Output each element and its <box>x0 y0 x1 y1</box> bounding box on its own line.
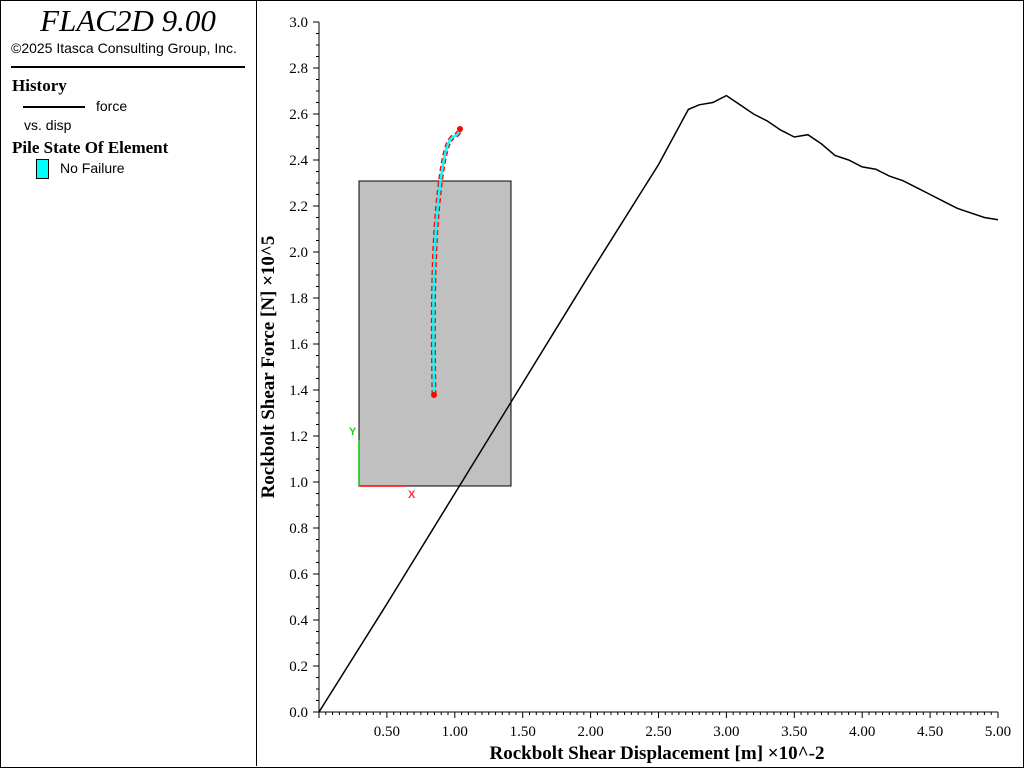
pile-state-label: No Failure <box>60 160 125 176</box>
y-tick-label: 3.0 <box>289 15 308 31</box>
history-line-swatch <box>23 106 85 108</box>
y-tick-label: 1.0 <box>289 475 308 491</box>
inset-pile-top-node <box>457 126 463 132</box>
x-tick-label: 4.00 <box>849 724 875 740</box>
y-tick-label: 0.4 <box>289 613 308 629</box>
x-tick-label: 4.50 <box>917 724 943 740</box>
inset-pile-end-node <box>431 392 437 398</box>
x-tick-label: 3.50 <box>781 724 807 740</box>
copyright-text: ©2025 Itasca Consulting Group, Inc. <box>11 40 237 56</box>
y-tick-label: 1.4 <box>289 383 308 399</box>
y-tick-label: 2.6 <box>289 107 308 123</box>
history-heading: History <box>12 76 67 95</box>
x-axis-label: Rockbolt Shear Displacement [m] ×10^-2 <box>490 743 825 764</box>
x-tick-label: 5.00 <box>985 724 1011 740</box>
y-tick-label: 0.6 <box>289 567 308 583</box>
y-axis-label: Rockbolt Shear Force [N] ×10^5 <box>258 236 279 499</box>
pile-state-swatch <box>36 159 49 179</box>
y-tick-label: 1.2 <box>289 429 308 445</box>
app-title: FLAC2D 9.00 <box>40 3 216 38</box>
x-tick-label: 0.50 <box>374 724 400 740</box>
inset-y-label: Y <box>349 426 357 438</box>
x-tick-label: 3.00 <box>713 724 739 740</box>
history-subtitle: vs. disp <box>24 117 72 133</box>
y-tick-label: 0.2 <box>289 659 308 675</box>
legend-panel: FLAC2D 9.00 ©2025 Itasca Consulting Grou… <box>0 0 257 766</box>
y-tick-label: 0.8 <box>289 521 308 537</box>
y-tick-label: 0.0 <box>289 705 308 721</box>
inset-pile-line <box>432 128 462 396</box>
x-tick-label: 1.00 <box>442 724 468 740</box>
legend-divider <box>11 66 245 68</box>
x-tick-label: 1.50 <box>510 724 536 740</box>
history-name: force <box>96 98 128 114</box>
axis-ticks: 0.0 0.2 0.4 0.6 0.8 1.0 1.2 1.4 1.6 1.8 2.0 2.2 2.4 2… <box>289 15 1011 740</box>
y-tick-label: 1.6 <box>289 337 308 353</box>
y-tick-label: 2.2 <box>289 199 308 215</box>
y-tick-label: 2.8 <box>289 61 308 77</box>
x-tick-label: 2.00 <box>577 724 603 740</box>
y-tick-label: 2.0 <box>289 245 308 261</box>
inset-x-label: X <box>408 489 416 501</box>
y-tick-label: 2.4 <box>289 153 308 169</box>
pile-state-heading: Pile State Of Element <box>12 138 169 157</box>
y-tick-label: 1.8 <box>289 291 308 307</box>
x-tick-label: 2.50 <box>645 724 671 740</box>
series-group <box>318 94 999 713</box>
series-line-force <box>318 94 999 713</box>
